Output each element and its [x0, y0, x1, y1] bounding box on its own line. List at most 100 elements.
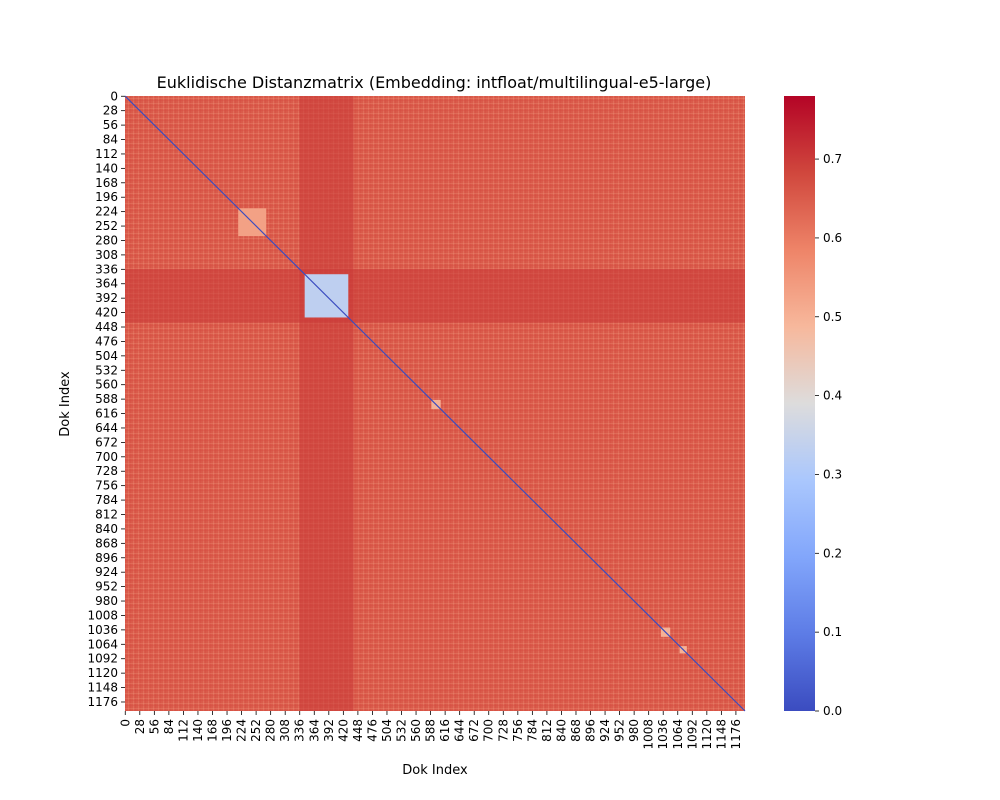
high-distance-band-row [125, 269, 745, 323]
heatmap-plot-area [124, 95, 746, 712]
colorbar-tick-label: 0.4 [823, 389, 842, 403]
chart-title: Euklidische Distanzmatrix (Embedding: in… [157, 73, 712, 92]
colorbar-tick-label: 0.7 [823, 152, 842, 166]
x-tick-label: 336 [293, 719, 307, 742]
y-axis-label: Dok Index [58, 371, 73, 437]
colorbar-tick-label: 0.0 [823, 704, 842, 718]
x-tick-label: 840 [554, 719, 568, 742]
y-tick-label: 140 [95, 161, 118, 175]
y-tick-label: 532 [95, 363, 118, 377]
y-tick-label: 560 [95, 378, 118, 392]
x-tick-label: 364 [307, 719, 321, 742]
colorbar-tick-label: 0.5 [823, 310, 842, 324]
x-tick-label: 896 [584, 719, 598, 742]
x-tick-label: 196 [220, 719, 234, 742]
y-tick-label: 1064 [87, 637, 118, 651]
y-tick-label: 784 [95, 493, 118, 507]
x-tick-label: 112 [176, 719, 190, 742]
x-tick-label: 140 [191, 719, 205, 742]
x-tick-label: 84 [162, 719, 176, 734]
y-tick-label: 616 [95, 407, 118, 421]
x-tick-label: 0 [118, 719, 132, 727]
y-tick-label: 476 [95, 334, 118, 348]
x-tick-label: 728 [496, 719, 510, 742]
colorbar-tick-label: 0.6 [823, 231, 842, 245]
y-tick-label: 672 [95, 435, 118, 449]
x-tick-label: 952 [613, 719, 627, 742]
y-tick-label: 168 [95, 176, 118, 190]
colorbar-tick-label: 0.2 [823, 546, 842, 560]
x-tick-label: 1008 [642, 719, 656, 750]
x-tick-label: 448 [351, 719, 365, 742]
y-tick-label: 308 [95, 248, 118, 262]
y-tick-label: 196 [95, 190, 118, 204]
y-tick-label: 56 [103, 118, 118, 132]
colorbar-gradient [784, 96, 815, 711]
y-tick-label: 280 [95, 233, 118, 247]
x-tick-label: 280 [264, 719, 278, 742]
y-tick-label: 112 [95, 147, 118, 161]
y-tick-label: 896 [95, 551, 118, 565]
y-tick-label: 952 [95, 580, 118, 594]
x-tick-label: 1148 [714, 719, 728, 750]
y-tick-label: 868 [95, 536, 118, 550]
x-tick-label: 1176 [729, 719, 743, 750]
y-tick-label: 756 [95, 479, 118, 493]
x-tick-label: 1064 [671, 719, 685, 750]
x-tick-label: 980 [627, 719, 641, 742]
y-axis-ticks: 0285684112140168196224252280308336364392… [87, 89, 125, 709]
x-tick-label: 1120 [700, 719, 714, 750]
y-tick-label: 1036 [87, 623, 118, 637]
x-tick-label: 1092 [685, 719, 699, 750]
x-tick-label: 476 [365, 719, 379, 742]
colorbar: 0.0 0.1 0.2 0.3 0.4 0.5 0.6 0.7 [784, 96, 842, 718]
x-tick-label: 1036 [656, 719, 670, 750]
x-tick-label: 700 [482, 719, 496, 742]
y-tick-label: 588 [95, 392, 118, 406]
y-tick-label: 420 [95, 306, 118, 320]
x-tick-label: 784 [525, 719, 539, 742]
y-tick-label: 364 [95, 277, 118, 291]
y-tick-label: 1120 [87, 666, 118, 680]
y-tick-label: 1148 [87, 681, 118, 695]
y-tick-label: 1092 [87, 652, 118, 666]
x-tick-label: 672 [467, 719, 481, 742]
colorbar-tick-label: 0.3 [823, 467, 842, 481]
y-tick-label: 0 [110, 89, 118, 103]
y-tick-label: 84 [103, 133, 118, 147]
x-tick-label: 420 [336, 719, 350, 742]
x-tick-label: 756 [511, 719, 525, 742]
x-tick-label: 28 [133, 719, 147, 734]
y-tick-label: 840 [95, 522, 118, 536]
x-tick-label: 56 [147, 719, 161, 734]
y-tick-label: 644 [95, 421, 118, 435]
x-axis-label: Dok Index [402, 763, 468, 778]
x-tick-label: 168 [205, 719, 219, 742]
x-axis-ticks: 0 28 56 84 112 140 168 196 224 252 280 308 336 364 392… [118, 711, 743, 750]
y-tick-label: 812 [95, 507, 118, 521]
heatmap-diagonal [124, 95, 746, 712]
x-tick-label: 532 [395, 719, 409, 742]
y-tick-label: 504 [95, 349, 118, 363]
x-tick-label: 644 [453, 719, 467, 742]
x-tick-label: 252 [249, 719, 263, 742]
x-tick-label: 868 [569, 719, 583, 742]
x-tick-label: 812 [540, 719, 554, 742]
y-tick-label: 252 [95, 219, 118, 233]
y-tick-label: 980 [95, 594, 118, 608]
y-tick-label: 448 [95, 320, 118, 334]
y-tick-label: 1176 [87, 695, 118, 709]
y-tick-label: 336 [95, 262, 118, 276]
colorbar-tick-label: 0.1 [823, 625, 842, 639]
y-tick-label: 28 [103, 104, 118, 118]
x-tick-label: 924 [598, 719, 612, 742]
y-tick-label: 224 [95, 205, 118, 219]
y-tick-label: 392 [95, 291, 118, 305]
high-distance-band-column [299, 96, 354, 711]
y-tick-label: 700 [95, 450, 118, 464]
x-tick-label: 308 [278, 719, 292, 742]
x-tick-label: 588 [424, 719, 438, 742]
y-tick-label: 924 [95, 565, 118, 579]
x-tick-label: 392 [322, 719, 336, 742]
